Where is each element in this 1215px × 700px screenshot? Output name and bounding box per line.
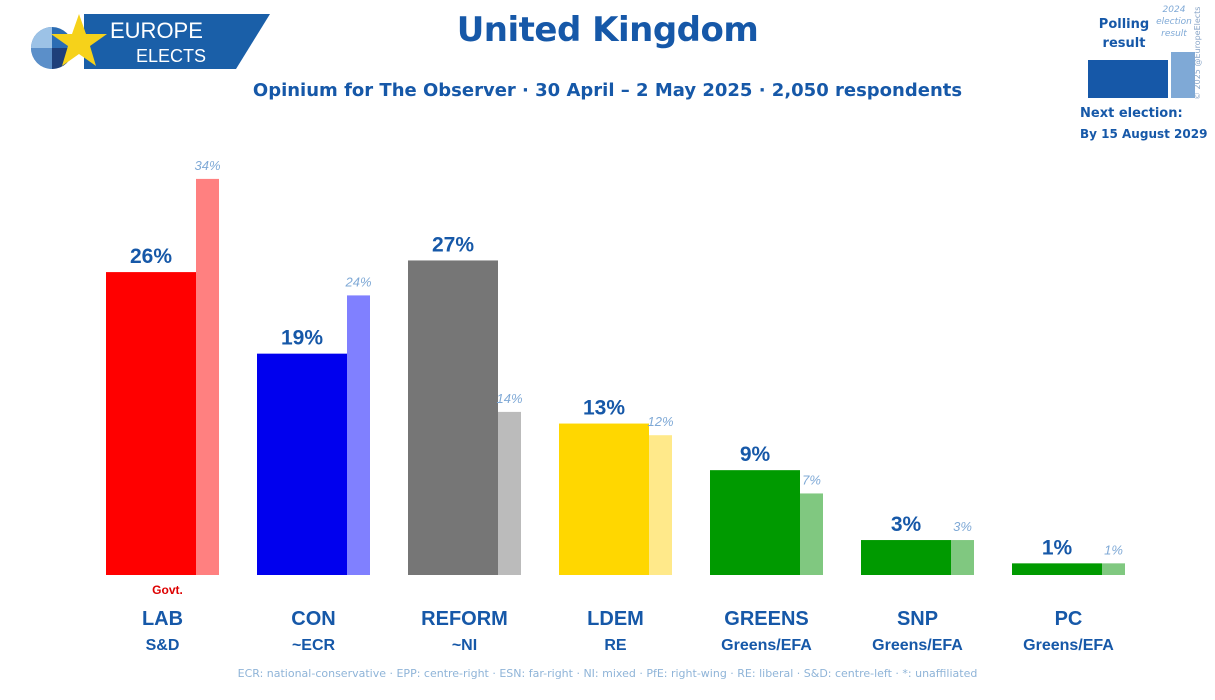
legend: Polling result 2024 election result Next… [1080,0,1215,150]
value-label-current-ldem: 13% [583,397,625,420]
bar-chart: 26% 34% LAB S&D 19% 24% CON ~ECR 27% 14% REFORM ~NI… [106,158,1125,654]
value-label-previous-ldem: 12% [647,414,673,429]
category-label-con: CON [291,608,335,630]
bar-previous-snp [951,540,974,575]
bar-previous-lab [196,178,219,575]
star-icon [51,14,107,66]
group-label-ldem: RE [604,637,627,654]
bar-current-reform [408,260,498,575]
category-label-snp: SNP [897,608,938,630]
group-label-con: ~ECR [292,637,336,654]
value-label-previous-pc: 1% [1104,542,1123,557]
bar-previous-reform [498,411,521,575]
govt-annotation: Govt. [152,583,183,597]
category-label-greens: GREENS [724,608,808,630]
next-election-date: By 15 August 2029 [1080,127,1208,141]
page-title: United Kingdom [456,10,759,50]
group-label-snp: Greens/EFA [872,637,963,654]
bar-current-ldem [559,423,649,575]
value-label-previous-greens: 7% [802,472,821,487]
logo-banner [84,14,270,69]
brand-line1: EUROPE [110,18,203,43]
legend-previous-label: 2024 election result [1148,4,1200,40]
value-label-previous-con: 24% [344,274,371,289]
legend-previous-swatch [1171,52,1195,98]
legend-previous-line3: result [1161,29,1187,39]
category-label-ldem: LDEM [587,608,644,630]
legend-previous-line2: election [1156,17,1192,27]
party-glossary: ECR: national-conservative · EPP: centre… [237,667,978,680]
category-label-reform: REFORM [421,608,508,630]
bar-current-lab [106,272,196,575]
legend-previous-line1: 2024 [1162,5,1186,15]
bar-current-snp [861,540,951,575]
value-label-current-con: 19% [281,327,323,350]
group-label-reform: ~NI [452,637,477,654]
bar-previous-ldem [649,435,672,575]
bar-previous-greens [800,493,823,575]
value-label-previous-lab: 34% [194,158,220,173]
value-label-current-reform: 27% [432,233,474,256]
value-label-current-greens: 9% [740,443,771,466]
value-label-previous-reform: 14% [496,391,522,406]
category-label-lab: LAB [142,608,183,630]
value-label-current-pc: 1% [1042,536,1073,559]
bar-current-greens [710,470,800,575]
category-label-pc: PC [1055,608,1083,630]
legend-current-line1: Polling [1098,17,1150,32]
group-label-lab: S&D [146,637,180,654]
legend-current-label: Polling result [1086,15,1162,53]
value-label-previous-snp: 3% [953,519,972,534]
value-label-current-lab: 26% [130,245,172,268]
brand-line2: ELECTS [136,46,206,66]
europe-elects-logo: EUROPE ELECTS [22,12,272,70]
legend-current-line2: result [1102,36,1146,51]
bar-current-pc [1012,563,1102,575]
legend-current-swatch [1088,60,1168,98]
chart-subtitle: Opinium for The Observer · 30 April – 2 … [252,80,963,101]
bar-previous-pc [1102,563,1125,575]
bar-current-con [257,353,347,575]
value-label-current-snp: 3% [891,513,922,536]
copyright: © 2025 @EuropeElects [1193,6,1202,100]
group-label-pc: Greens/EFA [1023,637,1114,654]
bar-previous-con [347,295,370,575]
next-election-label: Next election: [1080,106,1183,121]
group-label-greens: Greens/EFA [721,637,812,654]
